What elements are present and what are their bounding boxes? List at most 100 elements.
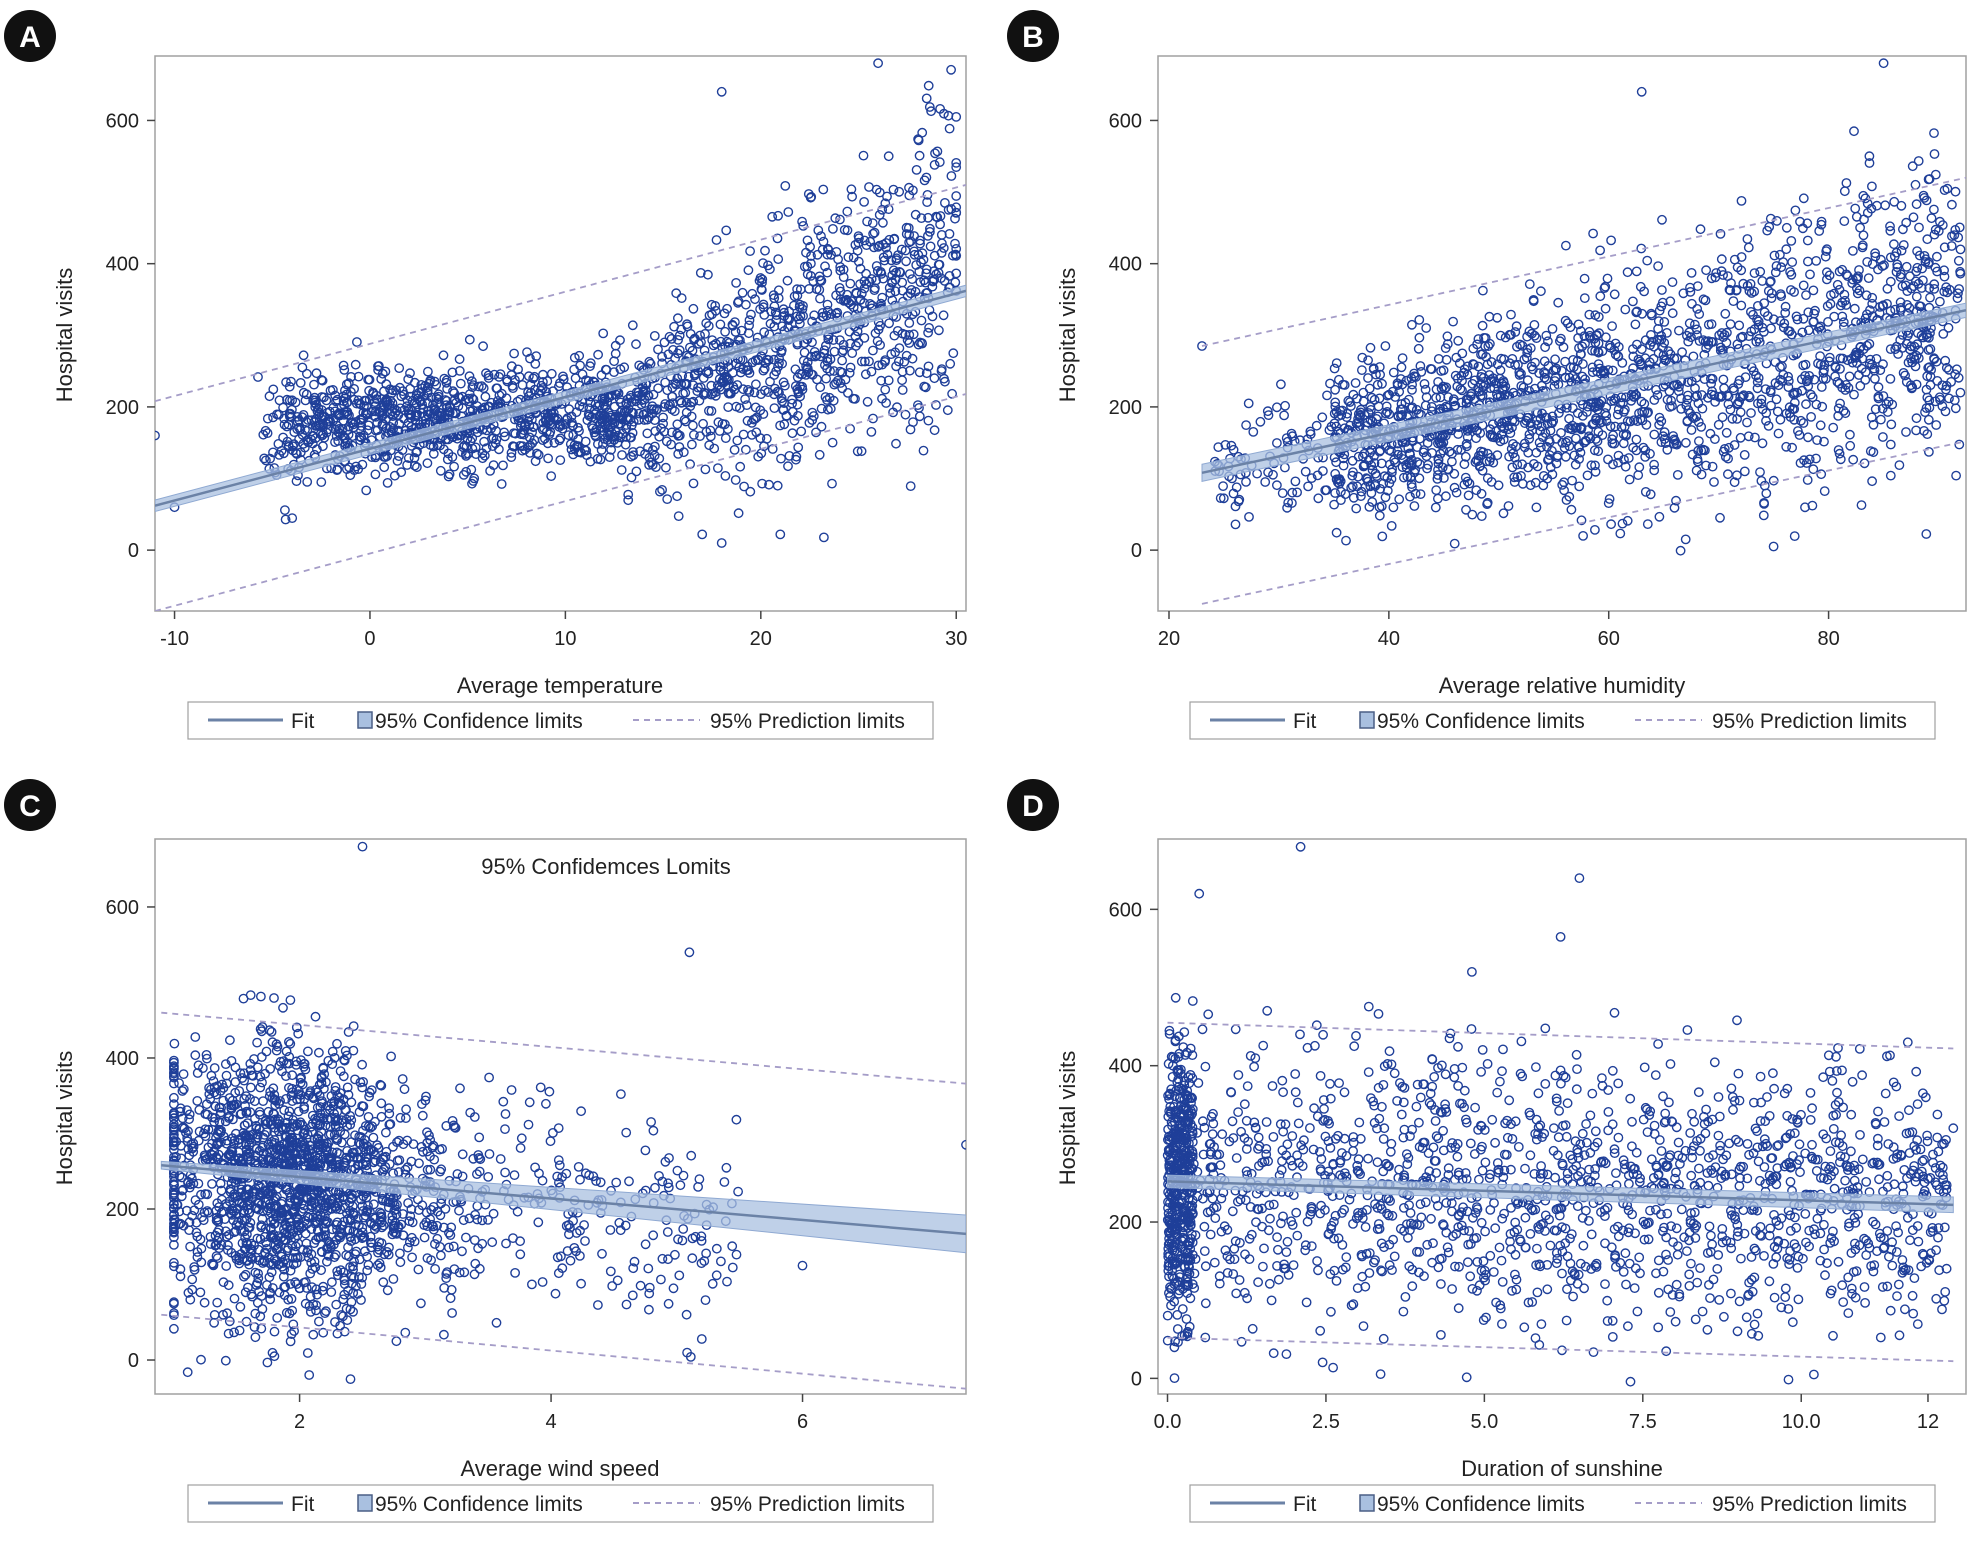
data-point <box>1906 353 1916 364</box>
data-point <box>1954 439 1965 450</box>
data-point <box>1743 331 1754 341</box>
data-point <box>1815 321 1826 332</box>
data-point <box>301 1283 312 1293</box>
data-point <box>1449 468 1460 479</box>
data-point <box>1558 342 1569 353</box>
data-point <box>1461 398 1472 409</box>
data-point <box>1638 442 1649 453</box>
data-point <box>948 348 959 359</box>
data-point <box>1283 497 1294 508</box>
data-point <box>1840 408 1851 419</box>
data-point <box>820 261 830 272</box>
data-point <box>1878 359 1888 370</box>
data-point <box>1492 450 1503 461</box>
data-point <box>1796 415 1806 426</box>
data-point <box>312 406 323 416</box>
data-point <box>425 1135 436 1145</box>
data-point <box>870 328 881 339</box>
data-point <box>739 481 749 492</box>
data-point <box>765 318 776 329</box>
data-point <box>892 402 902 413</box>
data-point <box>1690 319 1700 330</box>
data-point <box>860 356 870 367</box>
data-point <box>287 513 298 523</box>
data-point <box>168 1119 179 1130</box>
data-point <box>932 212 943 223</box>
data-point <box>685 401 696 411</box>
x-tick-label: -10 <box>160 628 189 650</box>
data-point <box>831 308 841 319</box>
data-point <box>1512 341 1522 352</box>
data-point <box>1595 245 1606 256</box>
data-point <box>1879 260 1889 271</box>
data-point <box>1631 307 1642 318</box>
data-point <box>742 361 753 372</box>
data-point <box>1710 272 1721 283</box>
data-point <box>377 409 388 419</box>
data-point <box>1815 420 1826 431</box>
data-point <box>619 362 630 373</box>
data-point <box>862 216 872 227</box>
data-point <box>727 320 738 331</box>
data-point <box>951 157 962 168</box>
data-point <box>1524 326 1535 337</box>
data-point <box>858 150 869 161</box>
data-point <box>631 339 641 350</box>
data-point <box>1262 406 1273 417</box>
data-point <box>1692 454 1703 464</box>
data-point <box>767 211 778 222</box>
data-point <box>1495 330 1506 341</box>
data-point <box>1691 411 1702 422</box>
data-point <box>948 250 958 261</box>
data-point <box>884 234 895 245</box>
data-point <box>1944 393 1954 404</box>
data-point <box>827 478 837 489</box>
data-point <box>879 255 890 266</box>
data-point <box>396 467 407 478</box>
data-point <box>1808 316 1819 327</box>
data-point <box>1931 356 1942 367</box>
data-point <box>837 367 848 378</box>
data-point <box>1867 292 1878 303</box>
data-point <box>859 276 870 287</box>
data-point <box>1487 432 1498 442</box>
data-point <box>792 399 803 410</box>
data-point <box>1230 501 1241 512</box>
data-point <box>716 1256 726 1267</box>
data-point <box>1532 419 1543 430</box>
data-point <box>1375 369 1386 380</box>
data-point <box>680 416 691 427</box>
data-point <box>1376 501 1387 512</box>
data-point <box>1564 491 1575 502</box>
data-point <box>722 375 732 386</box>
data-point <box>349 383 359 394</box>
data-point <box>893 356 904 367</box>
data-point <box>745 246 755 257</box>
data-point <box>1725 319 1736 329</box>
data-point <box>1321 485 1332 495</box>
data-point <box>411 410 422 421</box>
data-point <box>1476 488 1487 499</box>
plot-content <box>160 841 966 1390</box>
data-point <box>1604 494 1615 504</box>
data-point <box>861 268 871 279</box>
data-point <box>807 369 818 380</box>
data-point <box>833 254 843 265</box>
data-point <box>555 455 566 465</box>
data-point <box>1559 477 1569 488</box>
data-point <box>1449 538 1460 549</box>
data-point <box>1331 527 1342 538</box>
data-point <box>1512 459 1523 470</box>
data-point <box>1422 463 1433 474</box>
data-point <box>1768 541 1779 552</box>
data-point <box>1287 487 1298 498</box>
data-point <box>1955 244 1966 255</box>
data-point <box>496 479 507 489</box>
data-point <box>177 1086 188 1096</box>
data-point <box>1516 368 1526 379</box>
data-point <box>209 1317 220 1328</box>
data-point <box>1578 359 1588 369</box>
data-point <box>1551 458 1562 469</box>
